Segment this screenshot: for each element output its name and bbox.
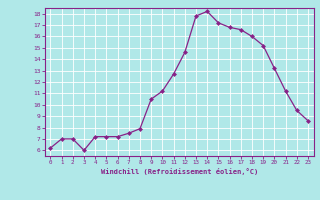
X-axis label: Windchill (Refroidissement éolien,°C): Windchill (Refroidissement éolien,°C) xyxy=(100,168,258,175)
